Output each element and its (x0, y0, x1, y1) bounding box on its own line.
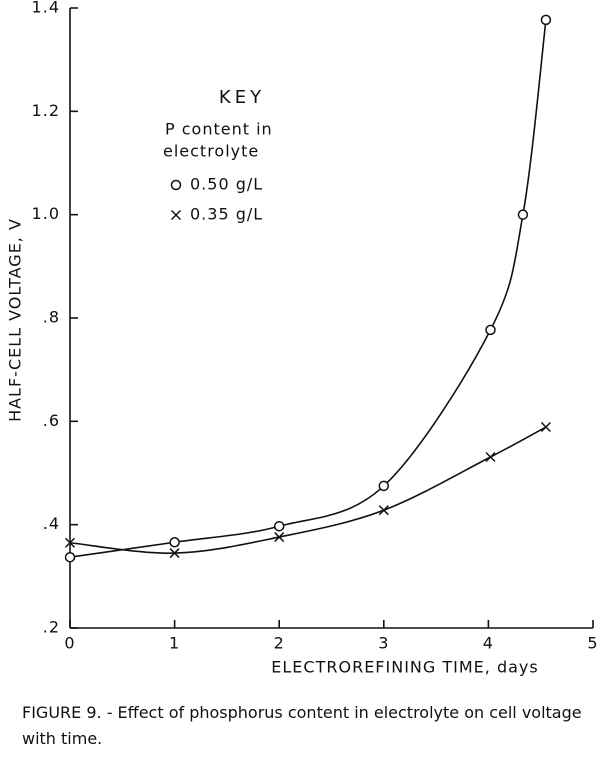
legend-marker (170, 179, 182, 191)
y-tick-label: .8 (43, 308, 60, 327)
legend-label: 0.35 g/L (190, 205, 263, 224)
y-tick-label: .4 (43, 514, 60, 533)
y-axis-label: HALF-CELL VOLTAGE, V (6, 218, 25, 422)
caption: FIGURE 9. - Effect of phosphorus content… (22, 703, 582, 748)
data-point (485, 324, 496, 336)
x-tick-label: 4 (483, 634, 494, 653)
series-line (69, 426, 547, 554)
legend-title: KEY (219, 87, 265, 108)
data-point (378, 505, 389, 516)
series-line (69, 19, 547, 559)
data-point (378, 480, 390, 492)
x-tick-label: 0 (64, 634, 75, 653)
x-tick-label: 3 (378, 634, 389, 653)
legend-marker (170, 209, 182, 221)
data-point (169, 548, 180, 559)
data-point (517, 209, 529, 220)
x-tick-label: 5 (587, 634, 598, 653)
y-tick-label: 1.0 (32, 204, 60, 223)
chart: ELECTROREFINING TIME, days HALF-CELL VOL… (6, 0, 598, 677)
x-tick-label: 2 (274, 634, 285, 653)
x-axis-label: ELECTROREFINING TIME, days (271, 658, 538, 677)
data-point (273, 520, 285, 532)
data-point (540, 14, 552, 26)
legend-note: electrolyte (163, 142, 259, 161)
legend-note: P content in (165, 120, 273, 139)
data-point (64, 537, 76, 548)
data-point (64, 551, 76, 563)
data-point (169, 536, 180, 548)
y-tick-label: 1.2 (32, 101, 60, 120)
y-tick-label: 1.4 (32, 0, 60, 17)
legend-label: 0.50 g/L (190, 175, 263, 194)
data-point (485, 451, 496, 463)
x-tick-label: 1 (169, 634, 180, 653)
data-point (540, 421, 551, 433)
y-tick-label: .6 (43, 411, 60, 430)
y-tick-label: .2 (43, 618, 60, 637)
data-point (274, 532, 285, 543)
